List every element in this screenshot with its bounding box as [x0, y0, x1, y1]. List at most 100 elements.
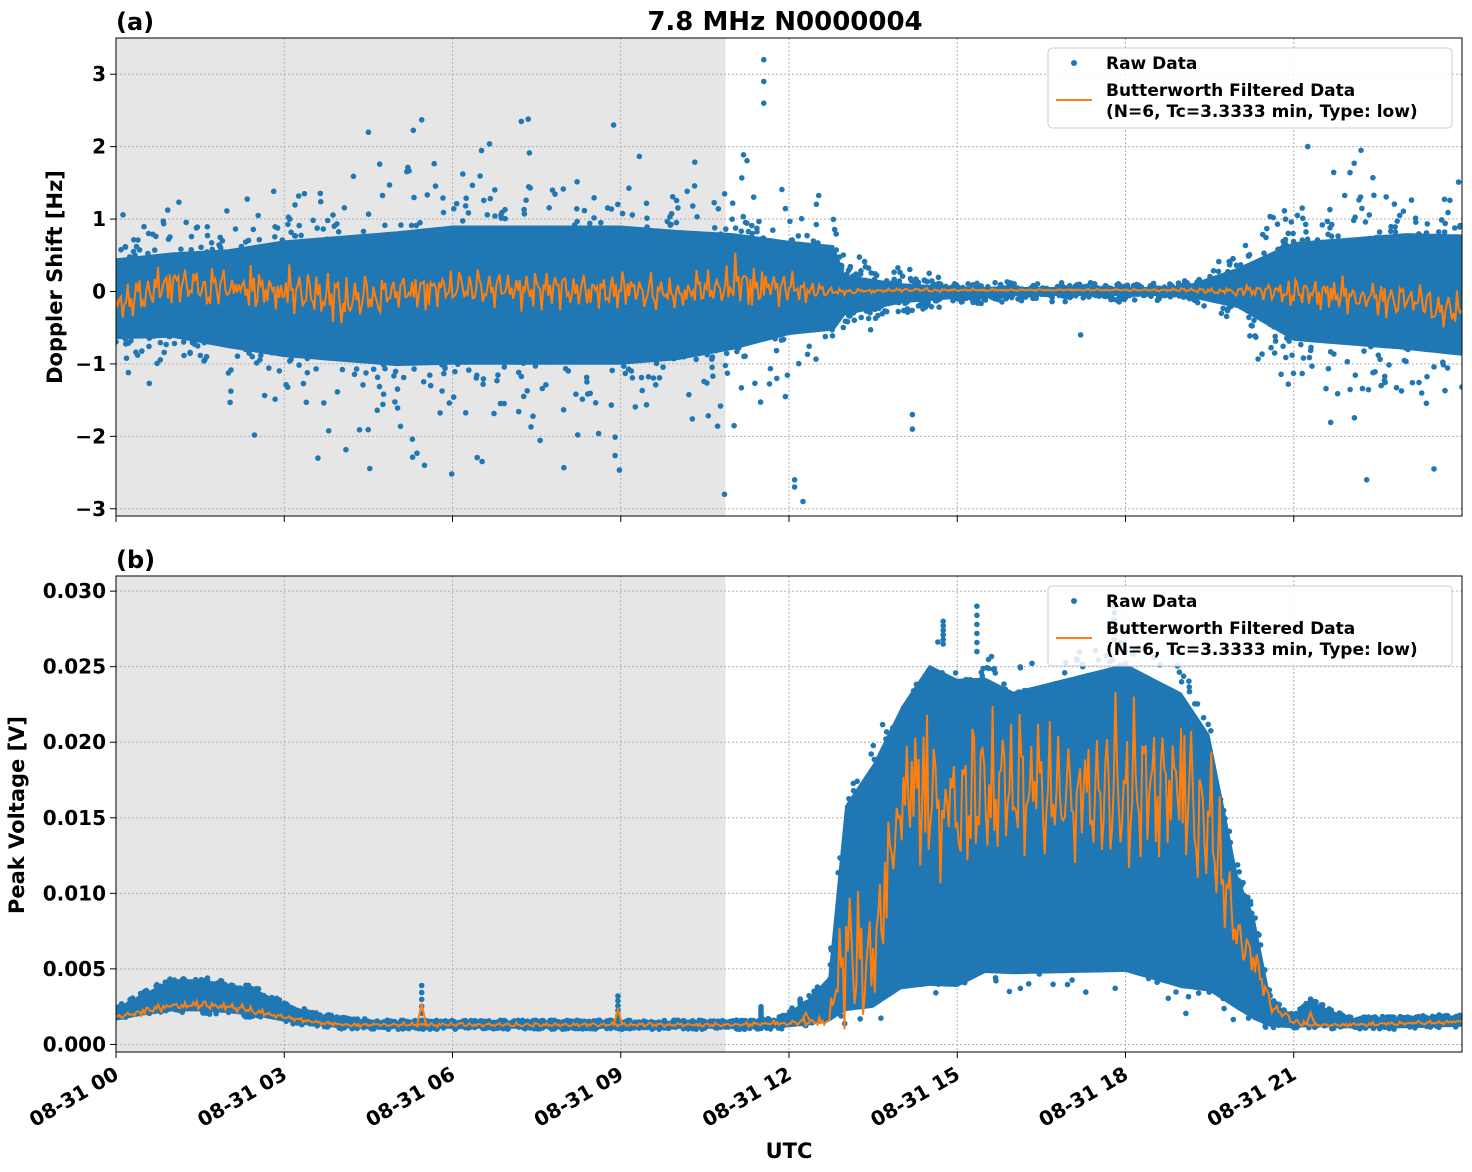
raw-data-point — [1069, 977, 1075, 983]
raw-data-point — [125, 369, 132, 376]
raw-data-point — [609, 367, 615, 374]
raw-data-point — [1396, 212, 1403, 219]
raw-data-point — [921, 277, 928, 283]
raw-data-point — [497, 400, 504, 407]
raw-data-point — [729, 200, 736, 206]
raw-data-point — [1248, 322, 1254, 329]
raw-data-point — [1274, 221, 1281, 227]
raw-data-point — [530, 413, 536, 420]
raw-data-point — [1077, 332, 1084, 338]
raw-data-point — [1121, 296, 1128, 303]
raw-data-point — [1457, 224, 1462, 230]
raw-data-point — [1236, 869, 1242, 875]
raw-data-point — [151, 247, 158, 253]
raw-data-point — [1412, 215, 1419, 221]
raw-data-point — [266, 365, 272, 371]
raw-data-point — [664, 218, 671, 225]
raw-data-point — [579, 396, 586, 403]
raw-data-point — [870, 742, 877, 749]
raw-data-point — [1331, 351, 1337, 357]
raw-data-point — [626, 185, 632, 191]
raw-data-point — [740, 213, 747, 220]
raw-data-point — [1240, 879, 1246, 886]
raw-data-point — [1210, 268, 1217, 274]
raw-data-point — [343, 446, 349, 453]
raw-data-point — [1195, 990, 1202, 996]
raw-data-point — [452, 368, 458, 375]
raw-data-point — [1375, 352, 1382, 359]
raw-data-point — [424, 192, 431, 198]
raw-data-point — [591, 195, 597, 201]
y-tick-label: 3 — [92, 62, 106, 86]
raw-data-point — [298, 232, 304, 239]
raw-data-point — [296, 362, 302, 368]
raw-data-point — [711, 199, 717, 206]
raw-data-point — [391, 373, 397, 379]
raw-data-point — [285, 221, 291, 228]
raw-data-point — [1299, 370, 1305, 377]
raw-data-point — [1447, 197, 1453, 204]
raw-data-point — [1286, 338, 1292, 345]
raw-data-point — [1358, 147, 1364, 154]
raw-data-point — [440, 195, 446, 201]
raw-data-point — [1246, 314, 1252, 321]
raw-data-point — [1376, 229, 1383, 235]
raw-data-point — [246, 350, 252, 356]
raw-data-point — [409, 436, 416, 443]
raw-data-point — [1285, 230, 1291, 237]
raw-data-point — [180, 339, 187, 345]
raw-data-point — [1400, 208, 1407, 214]
raw-data-point — [909, 411, 916, 418]
raw-data-point — [1459, 384, 1462, 390]
raw-data-point — [904, 306, 911, 312]
raw-data-point — [427, 372, 433, 379]
raw-data-point — [183, 219, 189, 226]
raw-data-point — [315, 455, 321, 461]
raw-data-point — [1403, 358, 1409, 365]
raw-data-point — [374, 407, 381, 414]
raw-data-point — [644, 215, 650, 221]
raw-data-point — [523, 197, 529, 203]
raw-data-point — [1251, 317, 1257, 324]
raw-data-point — [561, 464, 567, 471]
raw-data-point — [1110, 296, 1116, 303]
raw-data-point — [462, 203, 469, 209]
raw-data-point — [1029, 660, 1035, 667]
raw-data-point — [146, 380, 153, 387]
raw-data-point — [154, 360, 160, 367]
raw-data-point — [815, 192, 822, 199]
raw-data-point — [583, 374, 590, 381]
raw-data-point — [285, 214, 292, 220]
raw-data-point — [341, 205, 348, 211]
raw-data-point — [1455, 179, 1462, 185]
raw-data-point — [365, 426, 372, 433]
raw-data-point — [495, 372, 501, 378]
raw-data-point — [1347, 386, 1353, 393]
raw-data-point — [1112, 985, 1118, 992]
raw-data-point — [574, 179, 580, 185]
raw-data-point — [313, 366, 319, 372]
raw-data-point — [974, 280, 980, 287]
raw-data-point — [1154, 297, 1161, 304]
legend-filtered-label: Butterworth Filtered Data — [1106, 81, 1355, 101]
legend-raw-label: Raw Data — [1106, 54, 1197, 74]
raw-data-point — [715, 206, 722, 212]
raw-data-point — [228, 388, 234, 395]
raw-data-point — [1294, 212, 1301, 219]
raw-data-point — [1392, 229, 1399, 235]
raw-data-point — [684, 188, 690, 195]
raw-data-point — [1351, 415, 1358, 421]
raw-data-point — [721, 491, 728, 498]
raw-data-point — [935, 274, 942, 281]
raw-data-point — [724, 370, 731, 377]
raw-data-point — [710, 373, 716, 380]
raw-data-point — [397, 423, 404, 430]
raw-data-point — [833, 231, 839, 237]
raw-data-point — [1442, 387, 1448, 394]
raw-data-point — [411, 366, 417, 372]
raw-data-point — [999, 299, 1005, 305]
raw-data-point — [1259, 351, 1265, 357]
raw-data-point — [629, 212, 636, 218]
raw-data-point — [669, 194, 676, 200]
raw-data-point — [549, 187, 556, 193]
